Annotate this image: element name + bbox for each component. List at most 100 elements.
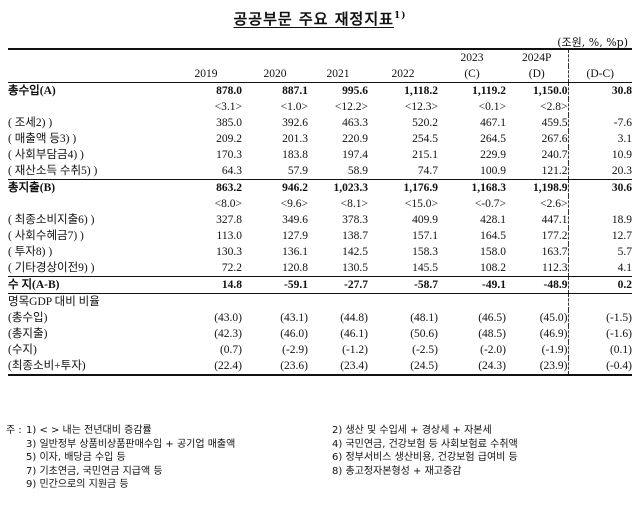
table-cell: 158.3 [412, 246, 438, 258]
row-label: ( 기타경상이전9) ) [8, 262, 95, 274]
table-cell: <8.0> [214, 198, 242, 210]
table-cell: 183.8 [282, 149, 308, 161]
table-cell: 467.1 [480, 117, 506, 129]
table-cell: 520.2 [412, 117, 438, 129]
table-cell: 428.1 [480, 214, 506, 226]
table-cell: 385.0 [216, 117, 242, 129]
table-cell: (-1.2) [342, 344, 368, 356]
table-cell: 349.6 [282, 214, 308, 226]
table-cell [242, 293, 308, 310]
table-title: 공공부문 주요 재정지표1) [0, 8, 640, 29]
table-cell: 74.7 [417, 165, 438, 177]
table-cell: 121.2 [541, 165, 568, 177]
table-cell: 170.3 [216, 149, 242, 161]
row-label: ( 사회수혜금7) ) [8, 230, 84, 242]
col-header: 2021 [308, 66, 368, 83]
table-cell: (48.5) [478, 328, 506, 340]
header-row-bottom: 2019 2020 2021 2022 (C) (D) (D-C) [8, 66, 632, 83]
table-row: ( 재산소득 수취5) ) 64.3 57.9 58.9 74.7 100.9 121.2 2… [8, 163, 632, 180]
row-label: ( 최종소비지출6) ) [8, 214, 95, 226]
table-cell: <8.1> [340, 198, 368, 210]
row-label [8, 99, 170, 115]
table-cell: 946.2 [242, 179, 308, 196]
table-cell: 1,176.9 [368, 179, 438, 196]
table-cell [438, 293, 506, 310]
col-header: 2019 [170, 66, 242, 83]
table-cell: <2.8> [540, 101, 568, 113]
table-cell: 240.7 [541, 149, 568, 161]
table-cell: (44.8) [340, 312, 368, 324]
table-cell: <0.1> [478, 101, 506, 113]
table-cell: -58.7 [368, 276, 438, 294]
table-cell: <3.1> [214, 101, 242, 113]
table-cell: 1,198.9 [506, 179, 568, 196]
table-cell: 10.9 [567, 147, 632, 163]
table-row: <8.0> <9.6> <8.1> <15.0> <-0.7> <2.6> [8, 196, 632, 212]
col-header: (C) [438, 66, 506, 83]
table-cell: 5.7 [567, 244, 632, 260]
table-row: ( 최종소비지출6) ) 327.8 349.6 378.3 409.9 428.1 447… [8, 212, 632, 228]
footnote-item: 8) 총고정자본형성 + 재고증감 [332, 465, 462, 477]
footnote-item: 1) < > 내는 전년대비 증감률 [26, 425, 152, 436]
table-cell: <12.3> [404, 101, 438, 113]
table-cell: 220.9 [342, 133, 368, 145]
title-footnote-mark: 1) [393, 11, 407, 21]
footnote-item: 4) 국민연금, 건강보험 등 사회보험료 수취액 [332, 438, 518, 450]
table-cell: 327.8 [216, 214, 242, 226]
table-cell: 127.9 [282, 230, 308, 242]
table-cell: 409.9 [412, 214, 438, 226]
header-row-top: 2023 2024P [8, 48, 632, 66]
table-cell: (-2.9) [282, 344, 308, 356]
table-cell: 463.3 [342, 117, 368, 129]
col-header-top [308, 48, 368, 66]
table-cell: <1.0> [280, 101, 308, 113]
table-row: (수지) (0.7) (-2.9) (-1.2) (-2.5) (-2.0) (-1.9)(… [8, 342, 632, 358]
col-header: 2020 [242, 66, 308, 83]
table-cell: (-0.4) [567, 358, 632, 376]
table-cell: 18.9 [567, 212, 632, 228]
table-cell: (-2.5) [412, 344, 438, 356]
table-cell: 12.7 [567, 228, 632, 244]
table-cell: 254.5 [412, 133, 438, 145]
table-cell: 20.3 [567, 163, 632, 180]
table-cell: 0.2 [567, 276, 632, 294]
table-cell: (43.1) [280, 312, 308, 324]
table-cell: (45.0) [539, 312, 568, 324]
table-cell: 887.1 [282, 85, 308, 97]
table-cell: 30.8 [567, 82, 632, 99]
table-cell: (-1.6) [567, 326, 632, 342]
table-cell: (42.3) [214, 328, 242, 340]
table-cell: (46.9) [539, 328, 568, 340]
table-cell: <12.2> [334, 101, 368, 113]
col-header-top [567, 48, 632, 66]
footnotes: 주 : 1) < > 내는 전년대비 증감률 2) 생산 및 수입세 + 경상세 … [6, 424, 626, 492]
col-header-top [368, 48, 438, 66]
table-row: 총수입(A) 878.0 887.1 995.6 1,118.2 1,119.2 1,150… [8, 82, 632, 99]
header-corner [8, 48, 170, 66]
footnote-item: 7) 기초연금, 국민연금 지급액 등 [26, 465, 163, 477]
table-cell: (23.9) [506, 358, 568, 376]
table-row: ( 사회부담금4) ) 170.3 183.8 197.4 215.1 229.9 240.… [8, 147, 632, 163]
table-cell: 108.2 [480, 262, 506, 274]
table-cell: 392.6 [282, 117, 308, 129]
row-label: ( 조세2) ) [8, 117, 53, 129]
header-corner [8, 66, 170, 83]
col-header: (D) [506, 66, 568, 83]
table-cell: -27.7 [308, 276, 368, 294]
table-cell: (24.3) [438, 358, 506, 376]
row-label: 명목GDP 대비 비율 [8, 293, 170, 310]
table-cell: 4.1 [567, 260, 632, 277]
row-label: 총지출(B) [8, 179, 170, 196]
table-cell: 197.4 [342, 149, 368, 161]
table-cell: 863.2 [170, 179, 242, 196]
col-header: (D-C) [567, 66, 632, 83]
footnote-prefix: 주 : [6, 425, 22, 436]
table-cell [567, 293, 632, 310]
unit-label: (조원, %, %p) [557, 36, 628, 49]
row-label: (수지) [8, 344, 37, 356]
table-cell: 163.7 [541, 246, 568, 258]
table-cell: 459.5 [541, 117, 568, 129]
row-label: (총지출) [8, 328, 48, 340]
table-cell: 64.3 [221, 165, 242, 177]
col-header-top [242, 48, 308, 66]
